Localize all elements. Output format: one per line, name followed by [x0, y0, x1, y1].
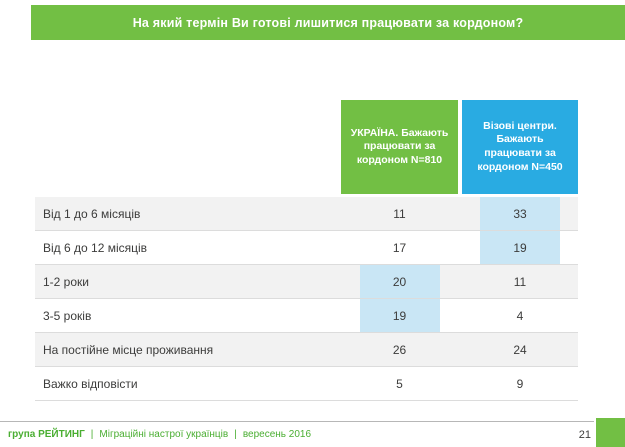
footer-separator: |: [90, 429, 94, 440]
value-cell: 4: [462, 299, 578, 332]
row-label: Від 1 до 6 місяців: [43, 206, 141, 221]
value-cell: 33: [462, 197, 578, 230]
value-cell: 19: [341, 299, 458, 332]
value-cell: 11: [341, 197, 458, 230]
footer-project: Міграційні настрої українців: [99, 429, 229, 440]
value-cell: 26: [341, 333, 458, 366]
row-label: 1-2 роки: [43, 274, 89, 289]
footer-date: вересень 2016: [242, 429, 312, 440]
footer-brand: група РЕЙТИНГ: [8, 429, 85, 440]
value-cell: 9: [462, 367, 578, 400]
row-label: 3-5 років: [43, 308, 92, 323]
value-cell: 17: [341, 231, 458, 264]
title-bar: На який термін Ви готові лишитися працюв…: [31, 5, 625, 40]
highlighted-value: 33: [480, 197, 560, 230]
corner-accent-square: [596, 418, 625, 447]
row-label: Від 6 до 12 місяців: [43, 240, 148, 255]
table-row: 3-5 років 19 4: [35, 299, 578, 333]
table-row: 1-2 роки 20 11: [35, 265, 578, 299]
value-cell: 11: [462, 265, 578, 298]
highlighted-value: 20: [359, 265, 440, 298]
footer-separator: |: [234, 429, 237, 440]
value: 4: [516, 308, 524, 323]
column-header-visa-centers: Візові центри. Бажають працювати за корд…: [462, 100, 578, 194]
page-number: 21: [578, 429, 591, 441]
value-cell: 19: [462, 231, 578, 264]
value-cell: 24: [462, 333, 578, 366]
highlighted-value: 19: [359, 299, 440, 332]
value: 26: [392, 342, 407, 357]
table-row: Від 1 до 6 місяців 11 33: [35, 197, 578, 231]
row-label: Важко відповісти: [43, 376, 138, 391]
footer: група РЕЙТИНГ | Міграційні настрої украї…: [0, 421, 594, 447]
table-row: Від 6 до 12 місяців 17 19: [35, 231, 578, 265]
table-rows: Від 1 до 6 місяців 11 33 Від 6 до 12 місяці…: [35, 197, 578, 401]
value: 11: [513, 274, 527, 289]
value-cell: 5: [341, 367, 458, 400]
highlighted-value: 19: [480, 231, 560, 264]
table-row: На постійне місце проживання 26 24: [35, 333, 578, 367]
survey-table: УКРАЇНА. Бажають працювати за кордоном N…: [35, 100, 578, 401]
value: 5: [396, 376, 403, 391]
value: 24: [513, 342, 527, 357]
table-row: Важко відповісти 5 9: [35, 367, 578, 401]
value: 9: [516, 376, 524, 391]
table-header-row: УКРАЇНА. Бажають працювати за кордоном N…: [341, 100, 578, 194]
value: 17: [392, 240, 407, 255]
slide-title: На який термін Ви готові лишитися працюв…: [132, 15, 524, 30]
value-cell: 20: [341, 265, 458, 298]
row-label: На постійне місце проживання: [43, 342, 214, 357]
column-header-ukraine: УКРАЇНА. Бажають працювати за кордоном N…: [341, 100, 458, 194]
value: 11: [393, 206, 406, 221]
